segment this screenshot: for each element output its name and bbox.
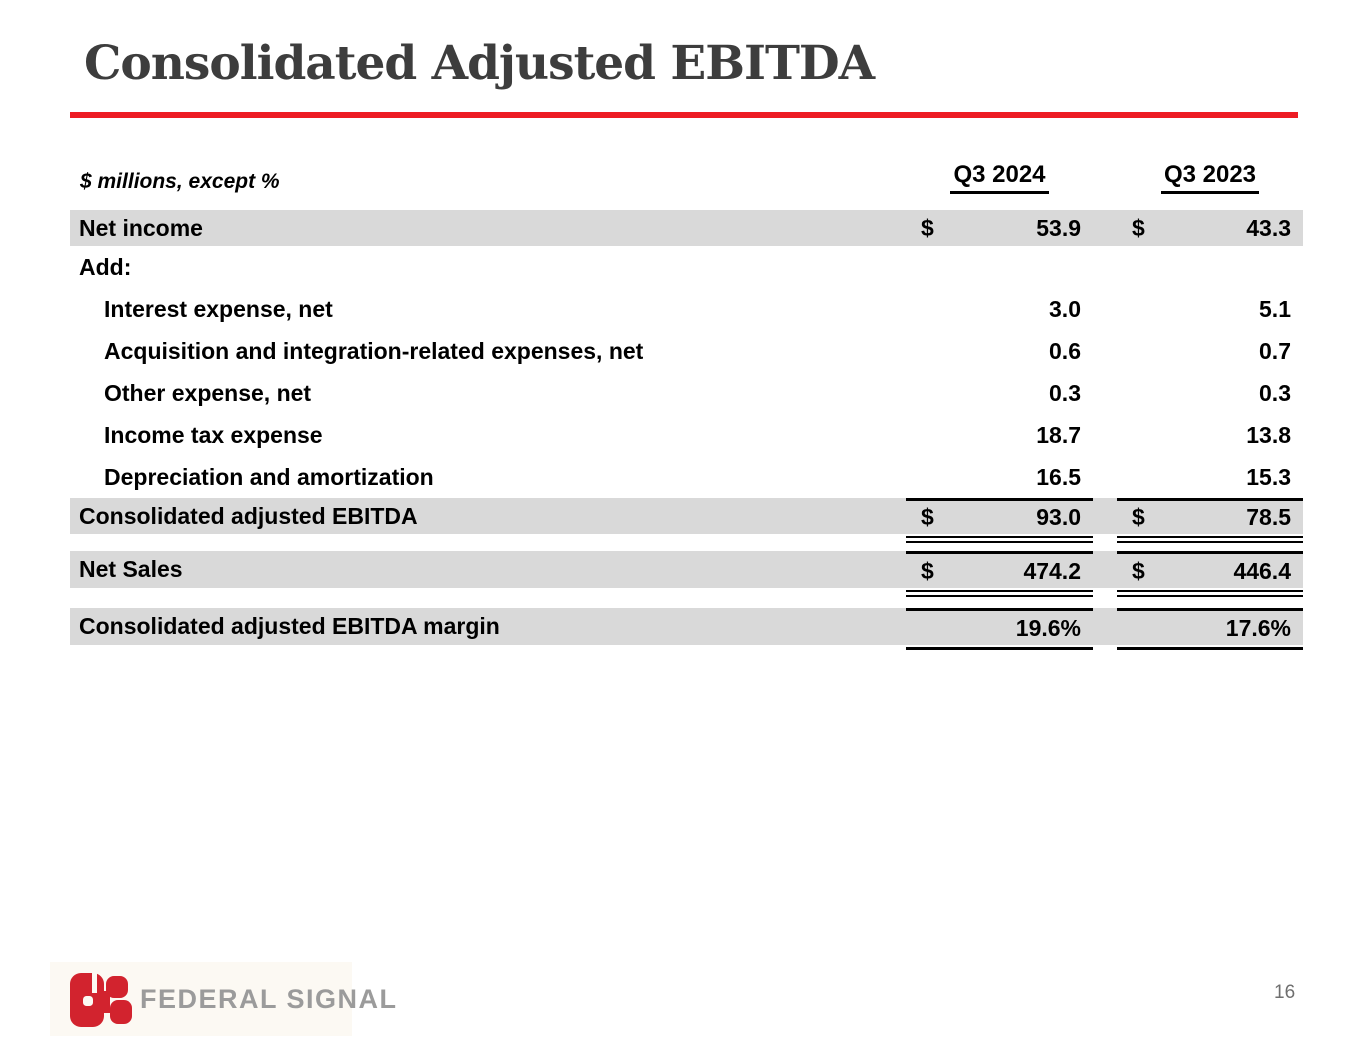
- currency-symbol: $: [1132, 557, 1145, 584]
- value: 0.3: [1049, 379, 1081, 406]
- title-divider-rule: [70, 112, 1298, 118]
- table-row-net-income: Net income $ 53.9 $ 43.3: [70, 210, 1303, 246]
- currency-symbol: $: [921, 504, 934, 530]
- row-label: Depreciation and amortization: [104, 463, 434, 490]
- currency-symbol: $: [1132, 214, 1145, 241]
- value: 16.5: [1036, 463, 1081, 490]
- value-cell-q3-2023: 13.8: [1117, 414, 1303, 456]
- value: 474.2: [1023, 557, 1081, 584]
- value: 53.9: [1036, 214, 1081, 241]
- row-label: Interest expense, net: [104, 295, 333, 322]
- row-label: Income tax expense: [104, 421, 323, 448]
- value: 3.0: [1049, 295, 1081, 322]
- row-label: Acquisition and integration-related expe…: [104, 337, 644, 364]
- table-row-add: Add:: [70, 246, 1303, 288]
- table-header-row: $ millions, except % Q3 2024 Q3 2023: [70, 150, 1303, 194]
- ebitda-table: $ millions, except % Q3 2024 Q3 2023 Net…: [70, 150, 1303, 650]
- value-cell-q3-2023: $ 43.3: [1117, 210, 1303, 246]
- column-header-label: Q3 2024: [950, 161, 1049, 194]
- table-row-ebitda-margin: Consolidated adjusted EBITDA margin 19.6…: [70, 608, 1303, 650]
- table-row-income-tax: Income tax expense 18.7 13.8: [70, 414, 1303, 456]
- table-row-interest-expense: Interest expense, net 3.0 5.1: [70, 288, 1303, 330]
- currency-symbol: $: [921, 214, 934, 241]
- table-row-acquisition-expenses: Acquisition and integration-related expe…: [70, 330, 1303, 372]
- value-cell-q3-2024: 16.5: [906, 456, 1093, 498]
- column-header-q3-2024: Q3 2024: [906, 161, 1093, 194]
- table-row-other-expense: Other expense, net 0.3 0.3: [70, 372, 1303, 414]
- value-cell-q3-2024: $ 93.0: [906, 498, 1093, 543]
- value-cell-q3-2023: [1117, 246, 1303, 288]
- units-note: $ millions, except %: [80, 170, 280, 193]
- value: 78.5: [1246, 504, 1291, 530]
- value: 5.1: [1259, 295, 1291, 322]
- value-cell-q3-2024: 19.6%: [906, 608, 1093, 650]
- currency-symbol: $: [1132, 504, 1145, 530]
- value-cell-q3-2024: $ 474.2: [906, 551, 1093, 597]
- value-cell-q3-2023: $ 446.4: [1117, 551, 1303, 597]
- table-row-depreciation-amortization: Depreciation and amortization 16.5 15.3: [70, 456, 1303, 498]
- row-label: Other expense, net: [104, 379, 312, 406]
- value: 0.6: [1049, 337, 1081, 364]
- value-cell-q3-2023: 17.6%: [1117, 608, 1303, 650]
- value-cell-q3-2023: 15.3: [1117, 456, 1303, 498]
- value-cell-q3-2024: 18.7: [906, 414, 1093, 456]
- value-cell-q3-2023: 0.3: [1117, 372, 1303, 414]
- value: 0.3: [1259, 379, 1291, 406]
- value-cell-q3-2024: 3.0: [906, 288, 1093, 330]
- federal-signal-wordmark: FEDERAL SIGNAL: [140, 983, 398, 1014]
- value: 0.7: [1259, 337, 1291, 364]
- row-label: Net income: [79, 214, 203, 241]
- value: 17.6%: [1225, 614, 1291, 641]
- footer-logo-block: FEDERAL SIGNAL: [50, 962, 396, 1036]
- row-label: Consolidated adjusted EBITDA: [79, 502, 418, 529]
- value: 43.3: [1246, 214, 1291, 241]
- row-label: Net Sales: [79, 556, 183, 582]
- table-row-net-sales: Net Sales $ 474.2 $ 446.4: [70, 551, 1303, 597]
- value: 19.6%: [1015, 614, 1081, 641]
- value-cell-q3-2024: 0.6: [906, 330, 1093, 372]
- column-header-q3-2023: Q3 2023: [1117, 161, 1303, 194]
- value-cell-q3-2024: [906, 246, 1093, 288]
- page-title: Consolidated Adjusted EBITDA: [84, 36, 875, 91]
- value-cell-q3-2023: $ 78.5: [1117, 498, 1303, 543]
- value: 18.7: [1036, 421, 1081, 448]
- currency-symbol: $: [921, 557, 934, 584]
- federal-signal-logo-icon: [70, 973, 132, 1027]
- value: 446.4: [1233, 557, 1291, 584]
- value: 13.8: [1246, 421, 1291, 448]
- table-row-consolidated-adjusted-ebitda: Consolidated adjusted EBITDA $ 93.0 $ 78…: [70, 498, 1303, 543]
- value-cell-q3-2024: 0.3: [906, 372, 1093, 414]
- value-cell-q3-2023: 5.1: [1117, 288, 1303, 330]
- column-header-label: Q3 2023: [1160, 161, 1260, 194]
- row-label: Consolidated adjusted EBITDA margin: [79, 613, 500, 639]
- page-number: 16: [1274, 982, 1296, 1003]
- value: 93.0: [1036, 504, 1081, 530]
- row-label: Add:: [79, 253, 132, 280]
- value-cell-q3-2023: 0.7: [1117, 330, 1303, 372]
- value: 15.3: [1246, 463, 1291, 490]
- value-cell-q3-2024: $ 53.9: [906, 210, 1093, 246]
